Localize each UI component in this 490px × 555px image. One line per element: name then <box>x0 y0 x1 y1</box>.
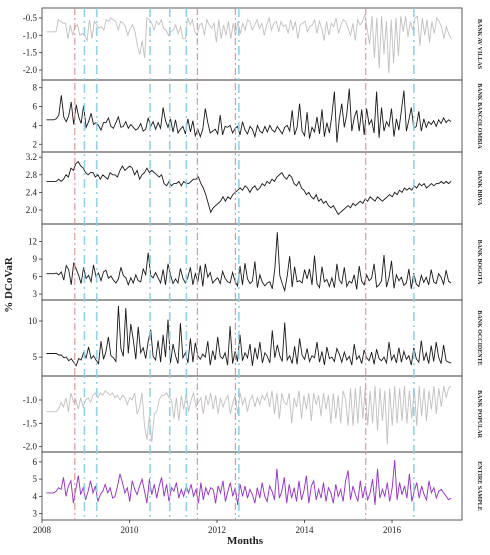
series-line <box>46 160 452 216</box>
panel-label: ENTIRE SAMPLE <box>476 461 482 511</box>
panel-label: BANK OCCIDENTE <box>476 310 482 365</box>
y-tick-label: -1.0 <box>23 30 38 40</box>
panel-label: BANK BBVA <box>476 171 482 206</box>
y-tick-label: 10 <box>28 316 38 326</box>
series-line <box>46 14 452 74</box>
x-tick-label: 2014 <box>296 525 315 535</box>
y-tick-label: 2.8 <box>26 170 38 180</box>
series-line <box>46 460 452 505</box>
y-tick-label: 6 <box>33 457 38 467</box>
panel-label: BANK AV VILLAS <box>476 19 482 70</box>
y-tick-label: 2.4 <box>26 187 38 197</box>
x-axis-title: Months <box>227 535 264 547</box>
x-tick-label: 2012 <box>208 525 226 535</box>
panel-entire-sample: 3 4 5 6 ENTIRE SAMPLE <box>33 451 482 521</box>
panel-frame <box>41 79 463 153</box>
y-tick-label: -2.0 <box>23 65 38 75</box>
panel-bank-popular: -1.0 -1.5 -2.0 BANK POPULAR <box>23 375 482 453</box>
y-tick-label: 8 <box>33 83 38 93</box>
series-line <box>46 305 452 367</box>
y-tick-label: -1.0 <box>23 395 38 405</box>
x-tick-label: 2010 <box>121 525 140 535</box>
panel-label: BANK BANCOLOMBIA <box>476 83 482 149</box>
panel-frame <box>41 375 463 453</box>
y-tick-label: -2.0 <box>23 442 38 452</box>
y-tick-label: -0.5 <box>23 13 38 23</box>
y-axis-title: % DCoVaR <box>3 256 15 313</box>
x-tick-label: 2008 <box>33 525 52 535</box>
y-tick-label: 5 <box>33 352 38 362</box>
y-tick-label: 6 <box>33 272 38 282</box>
y-tick-label: 3.2 <box>26 152 37 162</box>
y-tick-label: 4 <box>33 120 38 130</box>
y-tick-label: -1.5 <box>23 418 38 428</box>
y-tick-label: 2 <box>33 139 38 149</box>
x-axis-layer: 2008 2010 2012 2014 2016 <box>33 520 402 535</box>
y-tick-label: -1.5 <box>23 48 38 58</box>
series-line <box>46 385 452 445</box>
panel-label: BANK BOGOTA <box>476 240 482 285</box>
y-tick-label: 9 <box>33 254 38 264</box>
series-line <box>46 88 452 143</box>
y-tick-label: 12 <box>28 237 37 247</box>
panels-layer: -0.5 -1.0 -1.5 -2.0 BANK AV VILLAS 2 4 6 8 BANK B… <box>23 7 482 521</box>
y-tick-label: 3 <box>33 289 38 299</box>
panel-label: BANK POPULAR <box>476 390 482 439</box>
panel-bank-bbva: 2.0 2.4 2.8 3.2 BANK BBVA <box>26 151 482 225</box>
x-tick-label: 2016 <box>383 525 402 535</box>
event-lines-layer <box>74 8 415 520</box>
y-tick-label: 3 <box>33 509 38 519</box>
y-tick-label: 4 <box>33 491 38 501</box>
panel-frame <box>41 223 463 301</box>
panel-frame <box>41 451 463 521</box>
y-tick-label: 6 <box>33 102 38 112</box>
series-line <box>46 232 452 293</box>
y-tick-label: 2.0 <box>26 205 38 215</box>
y-tick-label: 5 <box>33 474 38 484</box>
